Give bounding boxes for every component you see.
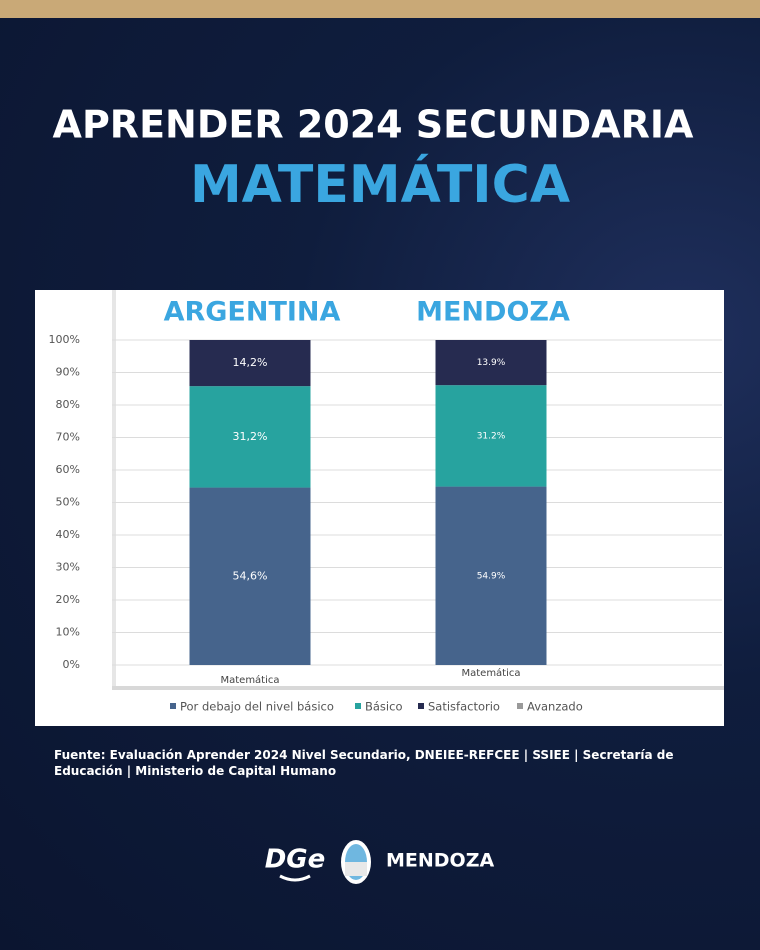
data-label: 14,2% <box>233 356 268 369</box>
data-label: 31.2% <box>477 431 506 441</box>
bar-segment <box>435 385 547 487</box>
bar-segment <box>189 487 311 665</box>
bar-segment <box>435 486 547 665</box>
data-label: 31,2% <box>233 430 268 443</box>
y-tick-label: 40% <box>56 528 80 541</box>
logo-book <box>279 874 311 882</box>
chart-panel <box>35 290 724 726</box>
y-tick-label: 100% <box>49 333 80 346</box>
subtitle: MATEMÁTICA <box>190 154 570 215</box>
legend-swatch <box>418 703 424 709</box>
y-tick-label: 60% <box>56 463 80 476</box>
y-tick-label: 70% <box>56 431 80 444</box>
legend-label: Básico <box>365 700 402 714</box>
y-tick-label: 0% <box>63 658 80 671</box>
data-label: 13.9% <box>477 358 506 368</box>
legend-label: Satisfactorio <box>428 700 500 714</box>
y-tick-label: 30% <box>56 561 80 574</box>
legend-label: Avanzado <box>527 700 583 714</box>
legend-swatch <box>170 703 176 709</box>
y-tick-label: 80% <box>56 398 80 411</box>
panel-divider <box>112 290 116 690</box>
top-band <box>0 0 760 18</box>
y-tick-label: 50% <box>56 496 80 509</box>
logo: DGe <box>265 845 326 875</box>
bar-segment <box>189 386 311 488</box>
y-tick-label: 20% <box>56 593 80 606</box>
x-tick-label: Matemática <box>220 674 279 686</box>
chart: 0% 10% 20% 30% 40% 50% 60% 70% 80% 90% 100% ARGENTI… <box>49 297 722 714</box>
emblem-lower <box>345 862 367 876</box>
legend-label: Por debajo del nivel básico <box>180 700 334 714</box>
title: APRENDER 2024 SECUNDARIA <box>53 103 694 147</box>
group-title: ARGENTINA <box>164 297 341 328</box>
data-label: 54,6% <box>233 569 268 582</box>
panel-divider <box>112 686 724 690</box>
bar-segment <box>435 340 547 386</box>
y-tick-label: 10% <box>56 626 80 639</box>
brand: MENDOZA <box>386 850 494 872</box>
group-title: MENDOZA <box>416 297 570 328</box>
y-tick-label: 90% <box>56 366 80 379</box>
bar-segment <box>189 340 311 387</box>
data-label: 54.9% <box>477 571 506 581</box>
source-note: Fuente: Evaluación Aprender 2024 Nivel S… <box>54 748 674 778</box>
legend-swatch <box>517 703 523 709</box>
x-tick-label: Matemática <box>461 667 520 679</box>
legend-swatch <box>355 703 361 709</box>
